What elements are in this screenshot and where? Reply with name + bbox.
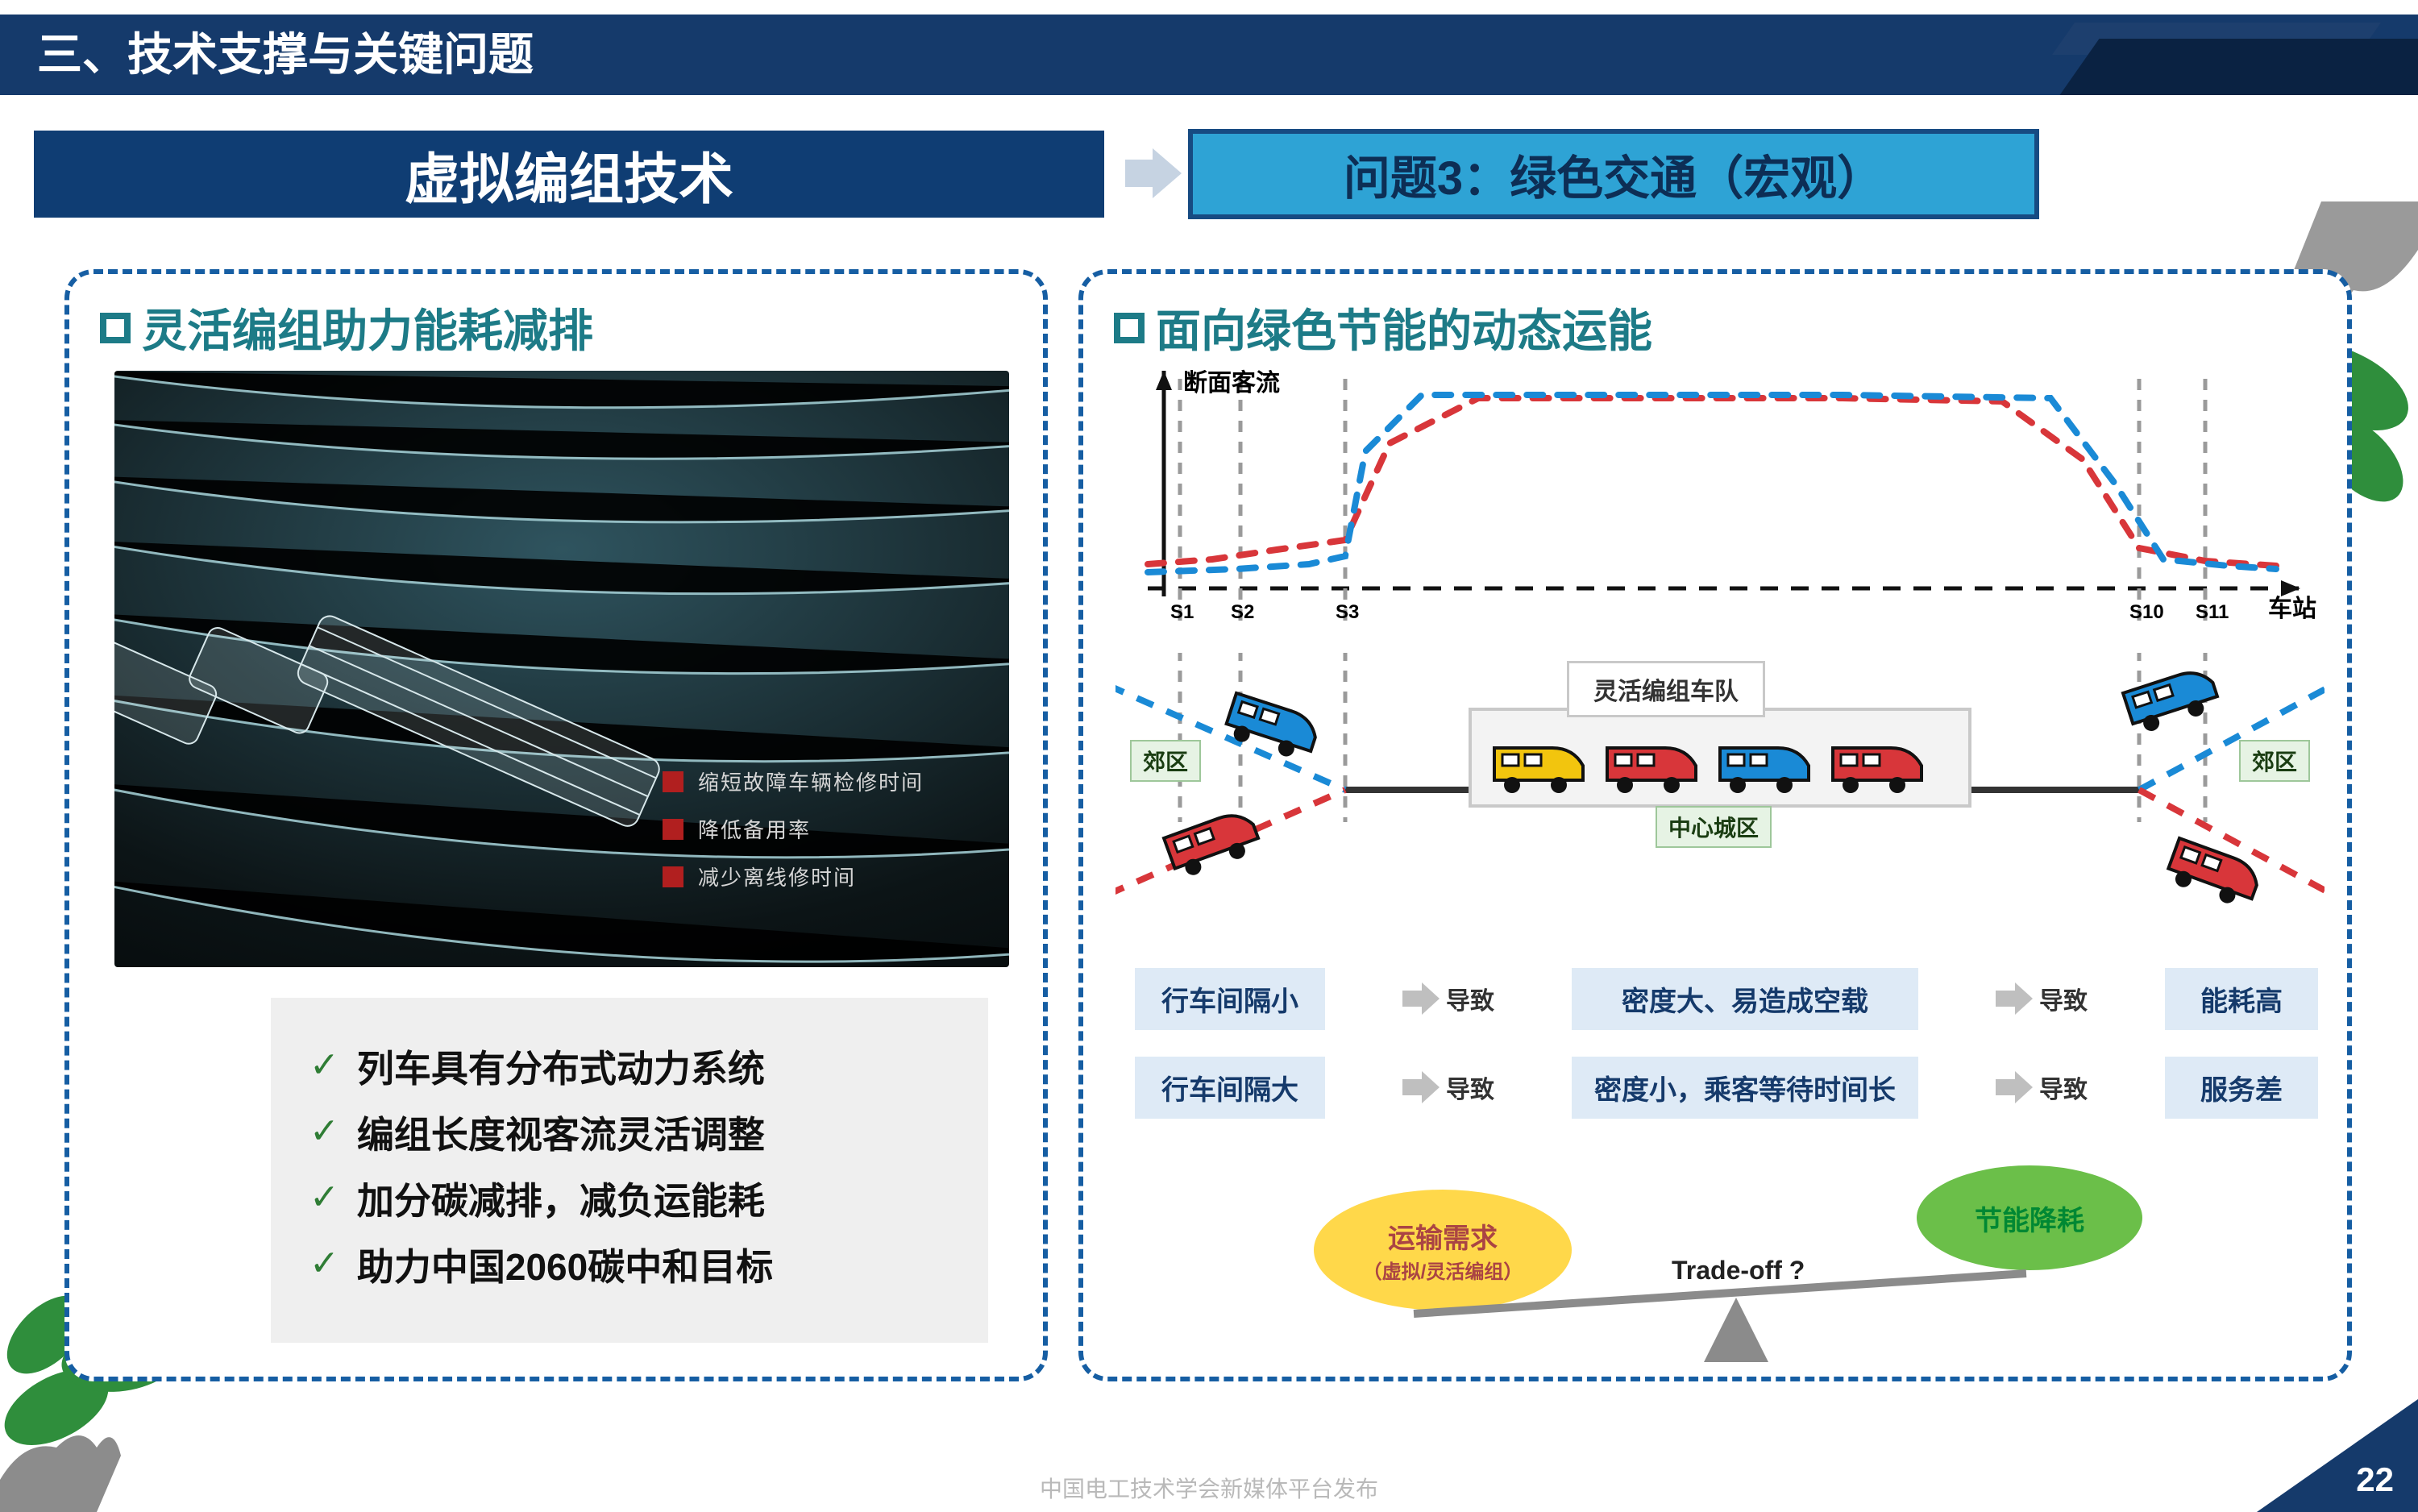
flow-cell: 密度小，乘客等待时间长 xyxy=(1572,1057,1918,1119)
image-legend: 缩短故障车辆检修时间 降低备用率 减少离线修时间 xyxy=(663,749,961,891)
x-axis-label: 车站 xyxy=(2268,588,2316,624)
x-tick: S2 xyxy=(1231,601,1254,624)
train-image: 缩短故障车辆检修时间 降低备用率 减少离线修时间 xyxy=(114,371,1009,967)
right-panel-title: 面向绿色节能的动态运能 xyxy=(1156,295,1652,360)
list-item: ✓列车具有分布式动力系统 xyxy=(310,1041,949,1096)
check-icon: ✓ xyxy=(310,1041,339,1090)
legend-item: 缩短故障车辆检修时间 xyxy=(663,766,961,796)
fleet-label: 灵活编组车队 xyxy=(1567,661,1765,717)
question-text: 问题3：绿色交通（宏观） xyxy=(1344,140,1884,208)
left-panel-header: 灵活编组助力能耗减排 xyxy=(69,274,1043,365)
center-label: 中心城区 xyxy=(1656,806,1772,848)
seesaw-icon xyxy=(1301,1185,2155,1362)
chart-svg xyxy=(1116,363,2325,629)
zone-right-label: 郊区 xyxy=(2239,740,2310,782)
left-panel: 灵活编组助力能耗减排 xyxy=(64,269,1048,1381)
flow-cell: 行车间隔大 xyxy=(1135,1057,1325,1119)
x-tick: S1 xyxy=(1170,601,1194,624)
bullet-square-icon xyxy=(100,313,131,343)
flow-arrow: 导致 xyxy=(1402,981,1494,1016)
header-stripes xyxy=(1918,15,2418,95)
legend-item: 降低备用率 xyxy=(663,814,961,844)
slide: 三、技术支撑与关键问题 虚拟编组技术 问题3：绿色交通（宏观） 灵活编组助力能耗… xyxy=(0,0,2418,1512)
right-panel-header: 面向绿色节能的动态运能 xyxy=(1083,274,2347,365)
check-icon: ✓ xyxy=(310,1240,339,1288)
train-scheme: 郊区 郊区 灵活编组车队 中心城区 xyxy=(1116,653,2325,927)
watermark: 中国电工技术学会新媒体平台发布 xyxy=(0,1472,2418,1504)
topic-box: 虚拟编组技术 xyxy=(34,131,1104,218)
legend-item: 减少离线修时间 xyxy=(663,862,961,891)
arrow-icon xyxy=(1125,148,1182,198)
list-item: ✓加分碳减排，减负运能耗 xyxy=(310,1173,949,1228)
y-axis-label: 断面客流 xyxy=(1183,363,1280,398)
list-item: ✓助力中国2060碳中和目标 xyxy=(310,1240,949,1294)
flow-arrow: 导致 xyxy=(1996,1070,2088,1105)
check-icon: ✓ xyxy=(310,1107,339,1156)
x-tick: S10 xyxy=(2129,601,2164,624)
flow-arrow: 导致 xyxy=(1996,981,2088,1016)
x-tick: S3 xyxy=(1336,601,1359,624)
zone-left-label: 郊区 xyxy=(1130,740,1201,782)
flow-row: 行车间隔小 导致 密度大、易造成空载 导致 能耗高 xyxy=(1135,967,2318,1030)
bullet-square-icon xyxy=(1114,313,1145,343)
flow-cell: 行车间隔小 xyxy=(1135,968,1325,1030)
flow-row: 行车间隔大 导致 密度小，乘客等待时间长 导致 服务差 xyxy=(1135,1056,2318,1119)
flow-cell: 服务差 xyxy=(2165,1057,2318,1119)
flow-cell: 密度大、易造成空载 xyxy=(1572,968,1918,1030)
x-tick: S11 xyxy=(2196,601,2229,624)
bullet-list: ✓列车具有分布式动力系统 ✓编组长度视客流灵活调整 ✓加分碳减排，减负运能耗 ✓… xyxy=(271,998,988,1343)
right-panel: 面向绿色节能的动态运能 断面客流 车站 S1 S2 S3 S10 S11 郊区 郊区 灵… xyxy=(1078,269,2352,1381)
list-item: ✓编组长度视客流灵活调整 xyxy=(310,1107,949,1162)
left-panel-title: 灵活编组助力能耗减排 xyxy=(142,295,593,360)
flow-cell: 能耗高 xyxy=(2165,968,2318,1030)
demand-chart: 断面客流 车站 S1 S2 S3 S10 S11 xyxy=(1116,363,2325,653)
check-icon: ✓ xyxy=(310,1173,339,1222)
flow-arrow: 导致 xyxy=(1402,1070,1494,1105)
question-box: 问题3：绿色交通（宏观） xyxy=(1188,129,2039,219)
topic-text: 虚拟编组技术 xyxy=(405,135,733,214)
tradeoff: 运输需求 （虚拟/灵活编组） 节能降耗 Trade-off ? xyxy=(1301,1185,2155,1362)
